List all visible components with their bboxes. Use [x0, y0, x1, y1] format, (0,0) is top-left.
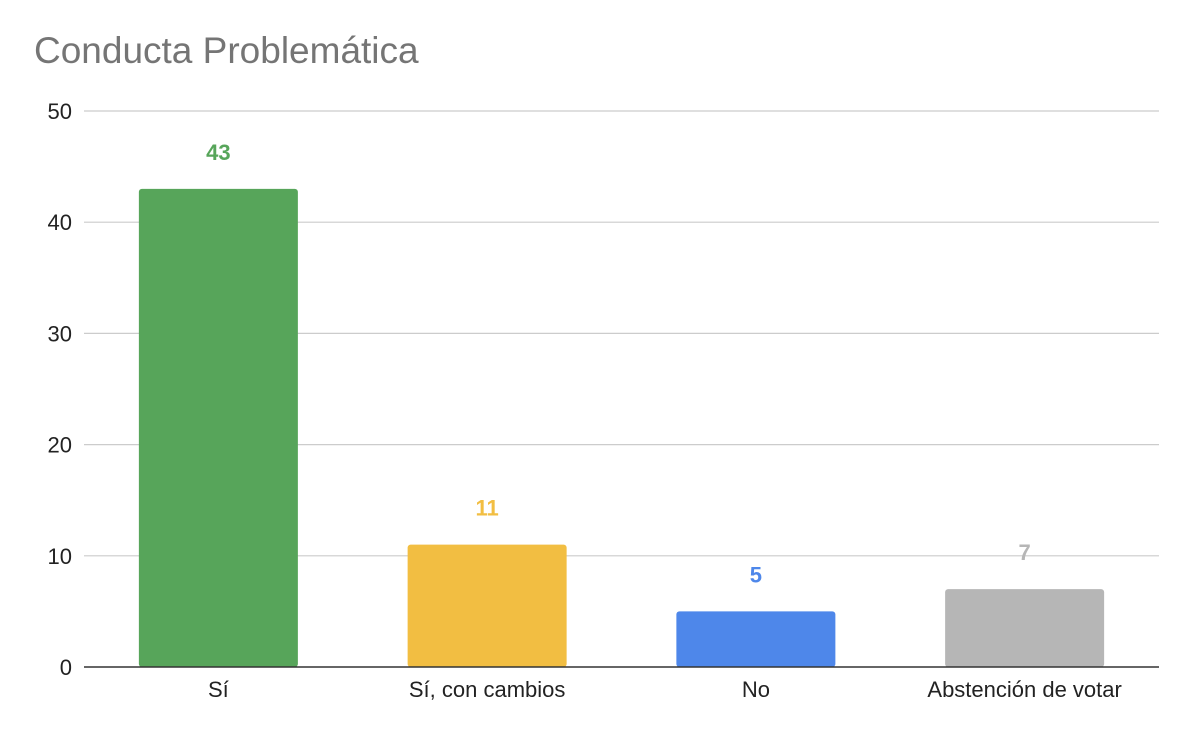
bar-2 — [676, 611, 836, 667]
x-tick-label-2: No — [742, 677, 770, 702]
x-tick-label-0: Sí — [208, 677, 229, 702]
y-tick-label: 0 — [60, 655, 72, 680]
y-tick-label: 50 — [48, 99, 72, 124]
x-tick-label-3: Abstención de votar — [927, 677, 1121, 702]
y-tick-label: 20 — [48, 433, 72, 458]
x-tick-label-1: Sí, con cambios — [409, 677, 566, 702]
y-tick-label: 10 — [48, 544, 72, 569]
data-label-0: 43 — [206, 140, 230, 165]
y-tick-label: 30 — [48, 321, 72, 346]
data-label-2: 5 — [750, 562, 762, 587]
bar-0 — [138, 188, 298, 667]
data-label-3: 7 — [1019, 540, 1031, 565]
bar-1 — [407, 544, 567, 667]
chart-title: Conducta Problemática — [34, 30, 419, 71]
y-tick-label: 40 — [48, 210, 72, 235]
bars — [138, 188, 1105, 667]
bar-3 — [945, 589, 1105, 667]
data-label-1: 11 — [475, 496, 498, 521]
labels: 0 10 20 30 40 50 43 Sí 11 Sí, con cambios 5 No 7 Abst… — [48, 99, 1122, 702]
